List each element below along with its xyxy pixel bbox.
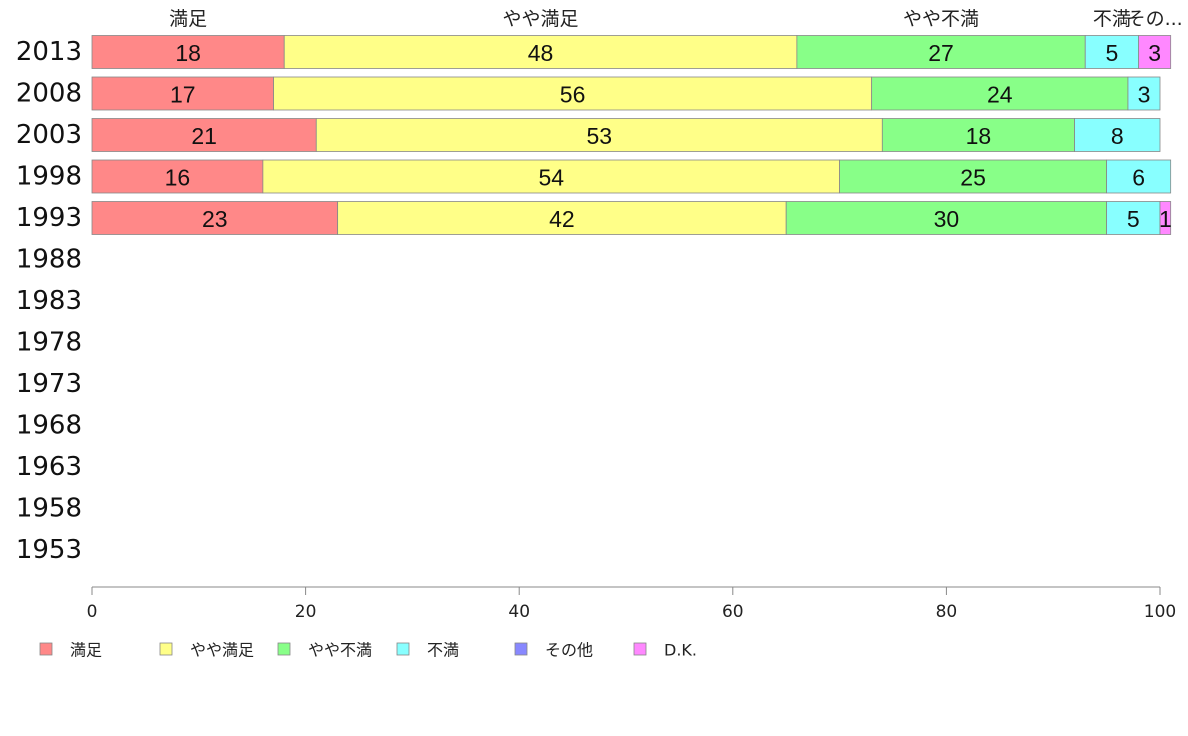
top-category-label: その... — [1127, 8, 1183, 30]
top-category-label: やや満足 — [503, 8, 579, 30]
legend-label: 満足 — [70, 641, 102, 660]
legend-label: 不満 — [427, 641, 459, 660]
bar-value-label: 18 — [966, 123, 992, 149]
year-label: 1953 — [16, 535, 82, 565]
bar-value-label: 18 — [175, 40, 201, 66]
top-category-label: 不満 — [1093, 8, 1131, 30]
year-label: 1968 — [16, 411, 82, 441]
bar-value-label: 6 — [1132, 165, 1145, 191]
x-tick-label: 40 — [508, 602, 530, 622]
year-label: 1983 — [16, 286, 82, 316]
year-label: 1978 — [16, 328, 82, 358]
bar-value-label: 27 — [928, 40, 954, 66]
bar-value-label: 48 — [528, 40, 554, 66]
year-label: 1958 — [16, 494, 82, 524]
bar-segment — [881, 118, 1075, 152]
x-tick-label: 80 — [936, 602, 958, 622]
legend-swatch — [39, 642, 53, 656]
legend-swatch — [396, 642, 410, 656]
year-label: 2003 — [16, 120, 82, 150]
year-label: 1993 — [16, 203, 82, 233]
bar-value-label: 54 — [538, 165, 564, 191]
x-tick-label: 20 — [295, 602, 317, 622]
bar-segment — [1074, 118, 1161, 152]
bar-segment — [273, 76, 873, 111]
year-label: 1973 — [16, 369, 82, 399]
year-label: 1998 — [16, 162, 82, 192]
bar-segment — [283, 35, 798, 69]
top-category-label: 満足 — [169, 8, 207, 30]
bar-value-label: 56 — [560, 82, 586, 108]
year-label: 1988 — [16, 245, 82, 275]
top-labels: 満足 やや満足 やや不満 不満その... — [169, 8, 1183, 30]
bar-segment — [91, 118, 317, 152]
year-label: 1963 — [16, 452, 82, 482]
legend-label: やや満足 — [190, 641, 254, 660]
x-tick-label: 0 — [87, 602, 98, 622]
bar-segment — [1106, 201, 1161, 235]
legend: 満足 やや満足 やや不満 不満 その他 D.K. — [39, 641, 697, 660]
legend-swatch — [159, 642, 173, 656]
bar-value-label: 5 — [1106, 40, 1119, 66]
bar-segment — [91, 76, 274, 111]
bar-segment — [1106, 159, 1172, 194]
bar-value-label: 53 — [587, 123, 613, 149]
bar-value-label: 16 — [165, 165, 191, 191]
top-category-label: やや不満 — [903, 8, 979, 30]
bar-value-label: 8 — [1111, 123, 1124, 149]
bar-value-label: 42 — [549, 206, 575, 232]
bar-value-label: 24 — [987, 82, 1013, 108]
bar-value-label: 5 — [1127, 206, 1140, 232]
x-tick-label: 60 — [722, 602, 744, 622]
bar-segment — [91, 159, 264, 194]
bar-value-label: 25 — [960, 165, 986, 191]
bar-value-label: 1 — [1159, 206, 1172, 232]
legend-swatch — [633, 642, 647, 656]
bar-value-label: 3 — [1138, 82, 1151, 108]
year-labels: 2013 2008 2003 1998 1993 1988 1983 1978 1973 1968… — [16, 37, 82, 565]
bar-segment — [337, 201, 787, 235]
bar-segment — [1159, 201, 1172, 235]
bar-value-label: 30 — [934, 206, 960, 232]
legend-swatch — [277, 642, 291, 656]
bar-segment — [1127, 76, 1161, 111]
year-label: 2013 — [16, 37, 82, 67]
legend-label: その他 — [545, 641, 593, 660]
bars: 18 48 27 5 317 56 24 321 53 18 816 54 25 623 42 30 5 1 — [91, 35, 1172, 235]
bar-segment — [1138, 35, 1172, 69]
bar-segment — [796, 35, 1086, 69]
bar-value-label: 23 — [202, 206, 228, 232]
x-axis: 0 20 40 60 80 100 — [87, 586, 1176, 622]
bar-value-label: 21 — [191, 123, 217, 149]
legend-swatch — [514, 642, 528, 656]
bar-value-label: 3 — [1148, 40, 1161, 66]
bar-value-label: 17 — [170, 82, 196, 108]
legend-label: やや不満 — [308, 641, 372, 660]
bar-segment — [871, 76, 1129, 111]
bar-segment — [91, 35, 285, 69]
bar-segment — [839, 159, 1107, 194]
year-label: 2008 — [16, 79, 82, 109]
bar-segment — [91, 201, 339, 235]
x-tick-label: 100 — [1144, 602, 1176, 622]
legend-label: D.K. — [664, 641, 697, 660]
bar-segment — [785, 201, 1108, 235]
